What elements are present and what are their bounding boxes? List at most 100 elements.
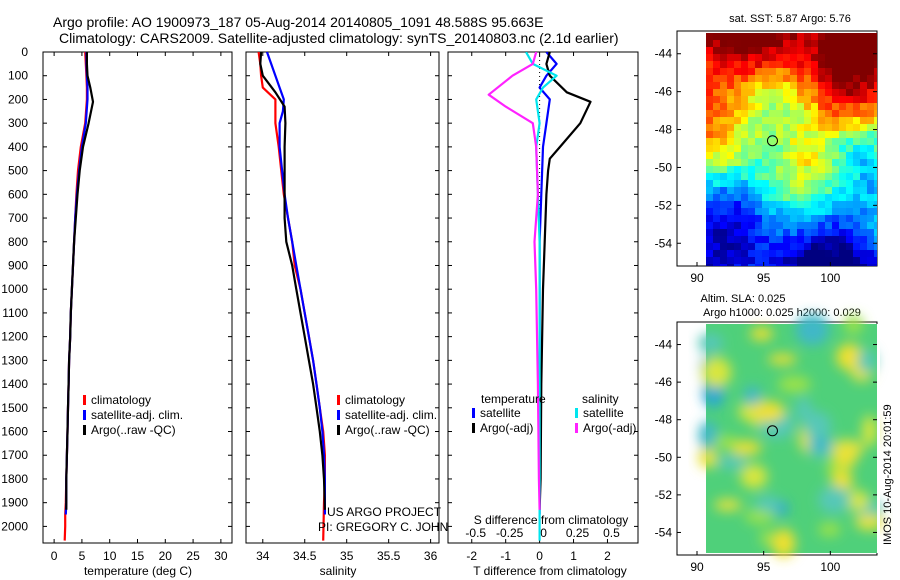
sst-pixel — [797, 68, 804, 75]
sst-pixel — [797, 173, 804, 180]
sst-pixel — [748, 257, 755, 264]
sst-pixel — [811, 236, 818, 243]
legend-swatch — [575, 423, 578, 433]
map-lat-label: -52 — [655, 488, 673, 502]
sst-pixel — [748, 47, 755, 54]
header-line-1: Argo profile: AO 1900973_187 05-Aug-2014… — [53, 14, 543, 30]
sst-pixel — [769, 131, 776, 138]
sst-pixel — [706, 33, 713, 40]
sst-pixel — [853, 173, 860, 180]
sst-pixel — [839, 138, 846, 145]
sst-pixel — [734, 131, 741, 138]
sst-pixel — [867, 47, 874, 54]
sst-pixel — [783, 75, 790, 82]
sst-pixel — [846, 54, 853, 61]
sst-pixel — [874, 96, 877, 103]
sst-pixel — [832, 215, 839, 222]
sst-pixel — [825, 61, 832, 68]
sst-pixel — [783, 152, 790, 159]
sst-pixel — [860, 124, 867, 131]
sst-pixel — [783, 215, 790, 222]
sst-pixel — [755, 215, 762, 222]
sst-pixel — [727, 243, 734, 250]
sst-pixel — [839, 264, 846, 266]
sst-pixel — [762, 222, 769, 229]
sst-pixel — [762, 243, 769, 250]
sst-pixel — [748, 215, 755, 222]
map-lat-label: -54 — [655, 525, 673, 539]
map-lat-label: -50 — [655, 450, 673, 464]
sst-pixel — [811, 131, 818, 138]
sst-pixel — [727, 173, 734, 180]
sst-pixel — [769, 187, 776, 194]
sst-pixel — [797, 257, 804, 264]
sst-pixel — [748, 96, 755, 103]
sst-pixel — [734, 194, 741, 201]
legend-entry: satellite — [480, 406, 521, 420]
sst-pixel — [804, 201, 811, 208]
sst-pixel — [832, 201, 839, 208]
sst-pixel — [853, 166, 860, 173]
sst-pixel — [713, 47, 720, 54]
sst-pixel — [839, 61, 846, 68]
sst-pixel — [839, 194, 846, 201]
sst-pixel — [818, 33, 825, 40]
sst-map-ticks: -44 -46 -48 -50 -52 -54 90 95 100 — [655, 47, 877, 285]
sst-pixel — [860, 54, 867, 61]
sla-map-image — [698, 314, 884, 558]
sst-pixel — [776, 68, 783, 75]
sst-pixel — [860, 250, 867, 257]
sst-pixel — [706, 82, 713, 89]
depth-tick-label: 300 — [8, 116, 28, 130]
depth-tick-label: 1000 — [1, 282, 28, 296]
sst-pixel — [727, 145, 734, 152]
sst-pixel — [860, 229, 867, 236]
sst-pixel — [825, 187, 832, 194]
s-difference-tick-label: 0.5 — [603, 526, 620, 540]
sst-pixel — [720, 243, 727, 250]
sst-pixel — [783, 208, 790, 215]
sst-pixel — [839, 243, 846, 250]
sst-pixel — [769, 96, 776, 103]
sst-pixel — [846, 166, 853, 173]
sst-pixel — [860, 131, 867, 138]
sst-pixel — [713, 138, 720, 145]
sst-pixel — [846, 215, 853, 222]
sst-pixel — [839, 229, 846, 236]
difference-top-x-label: S difference from climatology — [474, 513, 629, 527]
sst-pixel — [727, 180, 734, 187]
sst-pixel — [755, 166, 762, 173]
salinity-panel: 34 34.5 35 35.5 36 salinity climatologysatel… — [245, 51, 474, 578]
sla-blob — [701, 357, 732, 388]
sst-pixel — [720, 145, 727, 152]
sst-pixel — [860, 208, 867, 215]
sst-pixel — [853, 215, 860, 222]
sst-pixel — [846, 68, 853, 75]
sst-pixel — [804, 68, 811, 75]
sst-pixel — [874, 33, 877, 40]
sst-pixel — [790, 208, 797, 215]
sst-pixel — [706, 75, 713, 82]
sst-pixel — [783, 180, 790, 187]
sst-pixel — [797, 201, 804, 208]
sst-pixel — [874, 131, 877, 138]
x-tick-label: 0 — [536, 549, 543, 563]
sst-pixel — [769, 159, 776, 166]
sla-map-subtitle: Argo h1000: 0.025 h2000: 0.029 — [703, 307, 861, 319]
sst-pixel — [713, 173, 720, 180]
sst-pixel — [860, 61, 867, 68]
depth-tick-label: 1500 — [1, 401, 28, 415]
sst-pixel — [853, 180, 860, 187]
sst-pixel — [797, 187, 804, 194]
sst-pixel — [755, 110, 762, 117]
sst-pixel — [776, 61, 783, 68]
sst-pixel — [832, 33, 839, 40]
sst-pixel — [832, 194, 839, 201]
sst-pixel — [825, 75, 832, 82]
sst-pixel — [713, 229, 720, 236]
map-lat-label: -46 — [655, 85, 673, 99]
legend-entry: Argo(-adj) — [480, 421, 533, 435]
sst-pixel — [832, 243, 839, 250]
sst-pixel — [755, 40, 762, 47]
